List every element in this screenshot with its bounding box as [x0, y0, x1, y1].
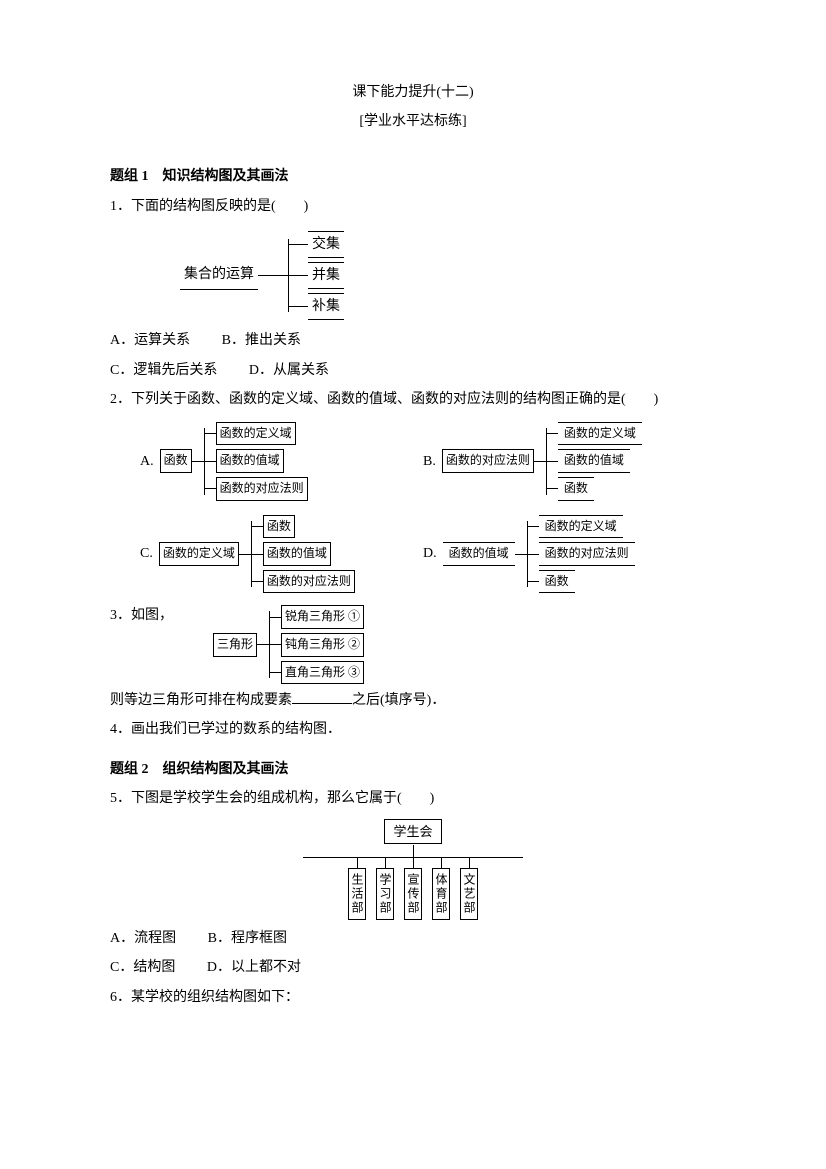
q1-opt-d: D．从属关系 [249, 358, 329, 383]
q2-diagrams: A. 函数 函数的定义域 函数的值域 函数的对应法则 B. 函数的对应法则 函数… [140, 420, 686, 596]
q3-line2-b: 之后(填序号)． [352, 693, 445, 708]
q2-c-leaf: 函数 [263, 515, 295, 539]
q5-opt-b: B．程序框图 [208, 926, 287, 951]
q2-d-leaf: 函数的定义域 [539, 515, 623, 539]
q2-opt-b: B. 函数的对应法则 函数的定义域 函数的值域 函数 [423, 420, 686, 503]
section-1-heading: 题组 1 知识结构图及其画法 [110, 164, 716, 189]
connector-h [258, 275, 288, 276]
q1-opt-b: B．推出关系 [222, 328, 301, 353]
q2-opt-d: D. 函数的值域 函数的定义域 函数的对应法则 函数 [423, 513, 686, 596]
q4-stem: 4．画出我们已学过的数系的结构图． [110, 717, 716, 742]
q1-brace: 交集 并集 补集 [288, 229, 344, 323]
q3-block: 3．如图， 三角形 锐角三角形 ① 钝角三角形 ② 直角三角形 ③ [110, 603, 716, 686]
org-child: 宣传部 [404, 868, 422, 920]
q3-leaf: 直角三角形 ③ [281, 661, 364, 685]
q3-root: 三角形 [213, 633, 257, 657]
q2-d-leaf: 函数的对应法则 [539, 542, 635, 566]
q3-stem-prefix: 3．如图， [110, 603, 173, 628]
q2-c-root: 函数的定义域 [159, 542, 239, 566]
q2-b-leaf: 函数 [558, 477, 594, 501]
q6-stem: 6．某学校的组织结构图如下： [110, 985, 716, 1010]
q2-a-leaf: 函数的定义域 [216, 422, 296, 446]
q5-opt-a: A．流程图 [110, 926, 176, 951]
q1-leaf: 补集 [308, 293, 344, 320]
q2-a-leaf: 函数的对应法则 [216, 477, 308, 501]
q5-options-row2: C．结构图 D．以上都不对 [110, 955, 716, 980]
org-child: 文艺部 [460, 868, 478, 920]
q1-opt-a: A．运算关系 [110, 328, 190, 353]
q2-b-leaf: 函数的值域 [558, 449, 630, 473]
q5-stem: 5．下图是学校学生会的组成机构，那么它属于( ) [110, 786, 716, 811]
q3-leaf: 钝角三角形 ② [281, 633, 364, 657]
q1-options-row2: C．逻辑先后关系 D．从属关系 [110, 358, 716, 383]
org-child: 体育部 [432, 868, 450, 920]
q2-a-leaf: 函数的值域 [216, 449, 284, 473]
q5-org-chart: 学生会 生活部 学习部 宣传部 体育部 文艺部 [110, 819, 716, 920]
q1-leaf: 交集 [308, 231, 344, 258]
q2-a-label: A. [140, 449, 154, 474]
q2-b-leaf: 函数的定义域 [558, 422, 642, 446]
q2-d-root: 函数的值域 [443, 542, 515, 566]
org-top: 学生会 [384, 819, 441, 844]
q1-stem: 1．下面的结构图反映的是( ) [110, 194, 716, 219]
section-2-heading: 题组 2 组织结构图及其画法 [110, 757, 716, 782]
q2-b-root: 函数的对应法则 [442, 449, 534, 473]
page-subtitle: [学业水平达标练] [110, 109, 716, 134]
q2-c-label: C. [140, 541, 153, 566]
q1-diagram: 集合的运算 交集 并集 补集 [180, 229, 344, 323]
org-child: 学习部 [376, 868, 394, 920]
q3-leaf: 锐角三角形 ① [281, 605, 364, 629]
q3-line2: 则等边三角形可排在构成要素 之后(填序号)． [110, 688, 716, 713]
q1-leaf: 并集 [308, 262, 344, 289]
q2-c-leaf: 函数的对应法则 [263, 570, 355, 594]
q5-opt-d: D．以上都不对 [207, 955, 301, 980]
q1-root: 集合的运算 [180, 261, 258, 289]
q2-opt-a: A. 函数 函数的定义域 函数的值域 函数的对应法则 [140, 420, 403, 503]
q5-opt-c: C．结构图 [110, 955, 175, 980]
q3-line2-a: 则等边三角形可排在构成要素 [110, 693, 292, 708]
q2-b-label: B. [423, 449, 436, 474]
q5-options-row1: A．流程图 B．程序框图 [110, 926, 716, 951]
page-title: 课下能力提升(十二) [110, 80, 716, 105]
q1-options-row1: A．运算关系 B．推出关系 [110, 328, 716, 353]
q2-d-label: D. [423, 541, 437, 566]
q1-opt-c: C．逻辑先后关系 [110, 358, 217, 383]
q2-stem: 2．下列关于函数、函数的定义域、函数的值域、函数的对应法则的结构图正确的是( ) [110, 387, 716, 412]
q2-c-leaf: 函数的值域 [263, 542, 331, 566]
q2-opt-c: C. 函数的定义域 函数 函数的值域 函数的对应法则 [140, 513, 403, 596]
org-child: 生活部 [348, 868, 366, 920]
fill-blank[interactable] [292, 690, 352, 704]
q2-a-root: 函数 [160, 449, 192, 473]
q2-d-leaf: 函数 [539, 570, 575, 594]
